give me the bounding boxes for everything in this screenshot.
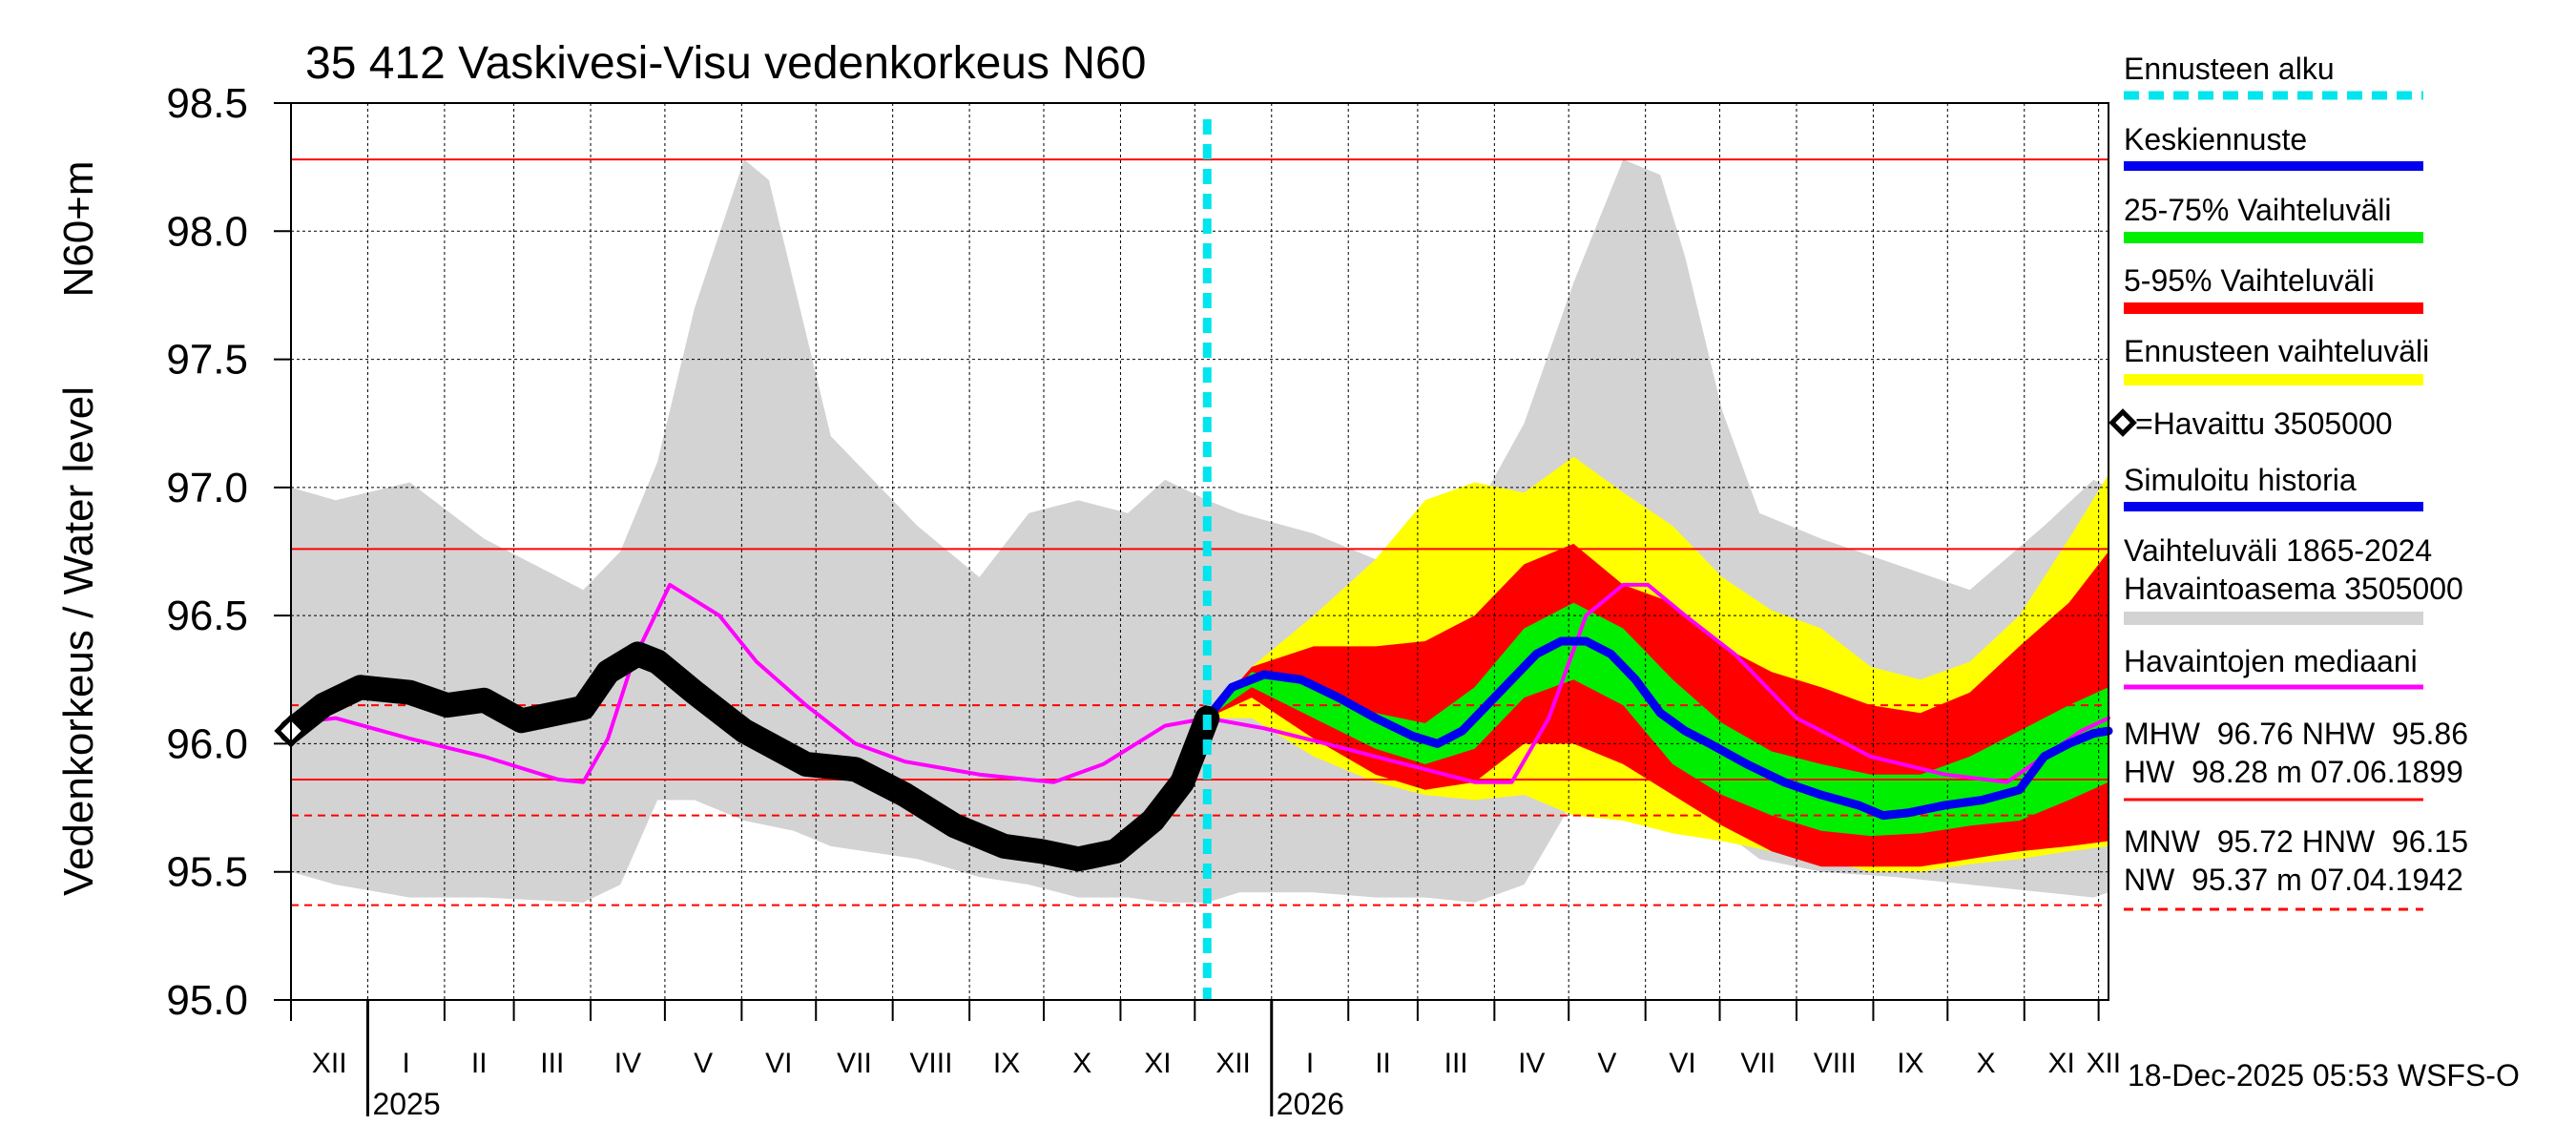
y-tick-label-1: 95.5	[166, 849, 248, 896]
legend-mean-forecast-label: Keskiennuste	[2124, 122, 2307, 156]
legend-observed-label: =Havaittu 3505000	[2135, 406, 2393, 441]
y-tick-label-3: 96.5	[166, 593, 248, 639]
legend-hist-range-label-2: Havaintoasema 3505000	[2124, 572, 2463, 606]
legend: Ennusteen alku Keskiennuste 25-75% Vaiht…	[2109, 52, 2468, 911]
chart-title: 35 412 Vaskivesi-Visu vedenkorkeus N60	[305, 38, 1146, 89]
x-month-label-3: III	[540, 1048, 564, 1079]
x-month-label-5: V	[694, 1048, 713, 1079]
legend-forecast-start-label: Ennusteen alku	[2124, 52, 2335, 86]
y-axis-label: Vedenkorkeus / Water level	[55, 386, 102, 896]
legend-median-label: Havaintojen mediaani	[2124, 644, 2418, 678]
y-axis-unit-label: N60+m	[55, 160, 102, 297]
x-month-label-19: VII	[1740, 1048, 1776, 1079]
y-axis: 95.0 95.5 96.0 96.5 97.0 97.5 98.0 98.5	[166, 80, 291, 1024]
x-month-label-20: VIII	[1814, 1048, 1857, 1079]
x-month-label-17: V	[1597, 1048, 1616, 1079]
x-month-label-6: VI	[765, 1048, 792, 1079]
legend-forecast-range-label: Ennusteen vaihteluväli	[2124, 334, 2429, 368]
x-month-label-22: X	[1977, 1048, 1996, 1079]
x-month-label-23: XI	[2048, 1048, 2075, 1079]
x-month-label-16: IV	[1518, 1048, 1545, 1079]
legend-hist-range-label-1: Vaihteluväli 1865-2024	[2124, 533, 2432, 568]
legend-simulated-label: Simuloitu historia	[2124, 463, 2357, 497]
legend-observed-marker	[2109, 408, 2137, 437]
x-month-label-2: II	[471, 1048, 488, 1079]
x-month-label-4: IV	[614, 1048, 641, 1079]
x-month-label-14: II	[1375, 1048, 1391, 1079]
x-month-label-24: XII	[2086, 1048, 2121, 1079]
x-month-label-18: VI	[1669, 1048, 1695, 1079]
x-year-label-0: 2025	[372, 1087, 440, 1121]
x-year-label-1: 2026	[1277, 1087, 1344, 1121]
plot-frame	[290, 102, 2109, 1001]
x-month-label-8: VIII	[909, 1048, 952, 1079]
x-month-label-12: XII	[1215, 1048, 1251, 1079]
x-month-label-9: IX	[993, 1048, 1020, 1079]
x-month-label-7: VII	[837, 1048, 872, 1079]
x-month-label-0: XII	[312, 1048, 347, 1079]
observed-line	[279, 641, 1220, 872]
legend-range-25-75-label: 25-75% Vaihteluväli	[2124, 193, 2391, 227]
x-month-label-13: I	[1306, 1048, 1314, 1079]
x-axis: XII I II III IV V VI VII VIII IX X XI XII I II III IV V VI…	[290, 1000, 2121, 1121]
stats-mhw-nhw: MHW 96.76 NHW 95.86	[2124, 717, 2468, 751]
stats-mnw-hnw: MNW 95.72 HNW 96.15	[2124, 824, 2468, 859]
x-month-label-11: XI	[1144, 1048, 1171, 1079]
mean-forecast-line	[1202, 636, 2113, 821]
y-tick-label-0: 95.0	[166, 977, 248, 1024]
legend-range-5-95-label: 5-95% Vaihteluväli	[2124, 263, 2375, 298]
timestamp: 18-Dec-2025 05:53 WSFS-O	[2128, 1058, 2520, 1093]
y-tick-label-4: 97.0	[166, 465, 248, 511]
x-month-label-15: III	[1444, 1048, 1468, 1079]
range-bands	[291, 159, 2109, 903]
y-tick-label-5: 97.5	[166, 337, 248, 384]
x-month-label-21: IX	[1897, 1048, 1923, 1079]
stats-nw: NW 95.37 m 07.04.1942	[2124, 863, 2463, 897]
median-line	[289, 582, 2110, 784]
stats-hw: HW 98.28 m 07.06.1899	[2124, 755, 2463, 789]
grid	[291, 102, 2109, 1001]
band-3	[1207, 602, 2109, 837]
x-month-label-1: I	[403, 1048, 410, 1079]
reference-lines	[291, 158, 2109, 906]
y-tick-label-6: 98.0	[166, 208, 248, 255]
y-tick-label-2: 96.0	[166, 720, 248, 767]
x-month-label-10: X	[1072, 1048, 1091, 1079]
y-tick-label-7: 98.5	[166, 80, 248, 127]
plot-border	[290, 102, 2109, 1001]
